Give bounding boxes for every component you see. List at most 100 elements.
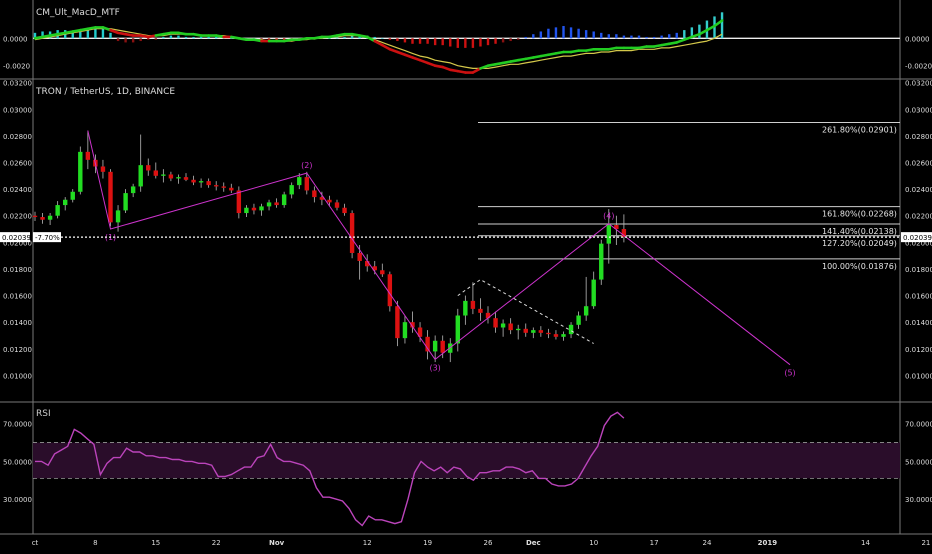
price-tick-left: 0.01000 — [3, 372, 32, 380]
candle-body — [606, 225, 611, 244]
price-tick-left: 0.02800 — [3, 133, 32, 141]
macd-histogram-bar — [456, 38, 459, 48]
candle-body — [85, 151, 91, 160]
candle-body — [591, 279, 596, 307]
fib-level-label: 141.40%(0.02138) — [822, 227, 897, 236]
candle-body — [319, 197, 325, 200]
macd-histogram-bar — [215, 36, 218, 39]
panel-frames — [0, 0, 932, 535]
macd-histogram-bar — [668, 34, 671, 39]
macd-histogram-bar — [479, 38, 482, 47]
time-axis-label: Dec — [526, 539, 541, 547]
macd-tick-left: -0.0020 — [3, 63, 30, 71]
macd-line-segment — [388, 47, 399, 54]
macd-line-segment — [698, 28, 709, 36]
macd-histogram-bar — [637, 35, 641, 39]
candle-body — [259, 206, 264, 211]
price-tick-left: 0.02200 — [3, 213, 32, 221]
time-axis-label: 19 — [423, 539, 432, 547]
macd-histogram-bar — [509, 38, 512, 42]
macd-histogram-bar — [449, 38, 452, 47]
macd-histogram-bar — [532, 34, 535, 39]
macd-tick-right: -0.0020 — [905, 63, 932, 71]
time-axis-label: 26 — [484, 539, 493, 547]
macd-histogram-bar — [411, 38, 414, 44]
price-tick-left: 0.03200 — [3, 80, 32, 88]
candle-body — [168, 174, 174, 179]
macd-histogram-bar — [94, 28, 97, 39]
macd-line-segment — [411, 56, 422, 62]
candle-body — [206, 181, 211, 186]
candle-body — [47, 215, 53, 220]
macd-histogram-bar — [486, 38, 490, 46]
macd-histogram-bar — [154, 38, 157, 40]
macd-histogram-bar — [169, 35, 173, 39]
last-price-label-right: 0.02039 — [903, 234, 932, 242]
elliott-wave-label: (5) — [784, 369, 795, 378]
macd-histogram-bar — [494, 38, 497, 44]
price-tick-left: 0.02400 — [3, 186, 32, 194]
macd-histogram-bar — [139, 38, 142, 42]
price-tick-right: 0.02000 — [905, 239, 932, 247]
rsi-title: RSI — [36, 409, 51, 419]
macd-histogram-bar — [426, 38, 429, 44]
macd-histogram-bar — [162, 36, 165, 39]
candle-body — [372, 266, 377, 271]
time-axis-label: 24 — [702, 539, 711, 547]
candle-body — [516, 328, 521, 331]
candle-body — [297, 177, 302, 186]
candle-body — [176, 177, 181, 179]
fib-level-label: 100.00%(0.01876) — [822, 262, 897, 271]
macd-histogram-bar — [562, 26, 565, 39]
price-tick-left: 0.01400 — [3, 319, 32, 327]
price-tick-right: 0.01800 — [905, 266, 932, 274]
rsi-tick-right: 50.0000 — [905, 458, 932, 466]
change-label: -7.70% — [35, 234, 60, 242]
candle-body — [251, 207, 257, 211]
macd-histogram-bar — [358, 35, 361, 39]
candle-body — [63, 199, 68, 206]
candle-body — [281, 194, 287, 206]
time-axis-label: 10 — [589, 539, 598, 547]
macd-panel: CM_Ult_MacD_MTF 0.0000 0.0000 -0.0020 -0.00… — [3, 8, 932, 74]
candle-body — [455, 315, 460, 344]
candle-body — [493, 318, 498, 328]
macd-histogram-bar — [124, 38, 127, 43]
candle-body — [531, 330, 536, 333]
candle-body — [568, 324, 574, 335]
candle-body — [508, 323, 513, 331]
macd-histogram-bar — [275, 38, 278, 42]
macd-line-segment — [396, 50, 407, 57]
candle-body — [583, 306, 589, 316]
candle-body — [349, 213, 355, 253]
macd-histogram-bar — [592, 31, 595, 39]
macd-histogram-bar — [230, 38, 233, 39]
price-tick-right: 0.03200 — [905, 80, 932, 88]
elliott-wave-label: (2) — [301, 161, 312, 170]
last-price-tag-right — [901, 232, 932, 243]
candle-body — [478, 308, 483, 313]
macd-histogram-bar — [260, 38, 263, 40]
macd-histogram-bar — [373, 36, 376, 39]
macd-line-segment — [109, 28, 120, 35]
macd-histogram-bar — [109, 32, 112, 39]
price-tick-right: 0.01400 — [905, 319, 932, 327]
macd-histogram-bar — [184, 36, 188, 39]
macd-histogram-bar — [350, 35, 354, 39]
price-tick-left: 0.01600 — [3, 293, 32, 301]
macd-title: CM_Ult_MacD_MTF — [36, 8, 120, 18]
macd-line-segment — [101, 26, 112, 32]
candle-body — [138, 165, 143, 187]
candle-body — [244, 207, 249, 214]
macd-histogram-bar — [577, 28, 580, 39]
macd-histogram-bar — [282, 38, 286, 42]
price-tick-right: 0.01200 — [905, 346, 932, 354]
macd-line-segment — [713, 19, 724, 28]
macd-histogram-bar — [539, 31, 543, 39]
candle-body — [410, 322, 415, 328]
macd-histogram-bar — [698, 24, 701, 39]
candle-body — [425, 336, 430, 352]
candle-body — [236, 190, 242, 214]
